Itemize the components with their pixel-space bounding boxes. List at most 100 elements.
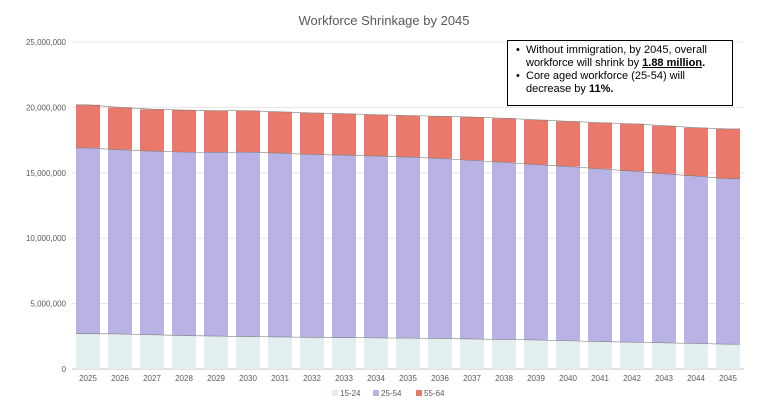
annotation-1-text: Without immigration, by 2045, overall wo…: [526, 44, 707, 69]
bar-25-54-2026: [108, 149, 132, 334]
x-tick-label: 2039: [527, 374, 545, 383]
bar-25-54-2041: [588, 168, 612, 342]
bar-15-24-2026: [108, 333, 132, 369]
trend-line-55-64: [76, 104, 740, 130]
bar-25-54-2042: [620, 171, 644, 343]
bar-15-24-2036: [428, 338, 452, 369]
bar-25-54-2037: [460, 160, 484, 339]
bar-25-54-2044: [684, 176, 708, 344]
bar-55-64-2031: [268, 111, 292, 154]
bullet-marker: •: [516, 44, 520, 56]
x-tick-label: 2037: [463, 374, 481, 383]
annotation-1-emphasis: 1.88 million: [642, 57, 703, 69]
bar-25-54-2040: [556, 166, 580, 341]
bar-25-54-2029: [204, 152, 228, 337]
legend-swatch-55-64: [416, 390, 422, 396]
annotation-2-text: Core aged workforce (25-54) will decreas…: [526, 70, 685, 95]
trend-lines: [76, 104, 740, 345]
annotation-1-end: .: [702, 57, 706, 69]
y-tick-label: 25,000,000: [26, 38, 67, 47]
x-tick-label: 2035: [399, 374, 417, 383]
trend-line-25-54: [76, 147, 740, 179]
x-tick-label: 2042: [623, 374, 641, 383]
bar-55-64-2034: [364, 114, 388, 157]
bar-15-24-2031: [268, 336, 292, 369]
bar-15-24-2030: [236, 336, 260, 369]
bar-25-54-2038: [492, 162, 516, 340]
legend-label-15-24: 15-24: [340, 389, 361, 398]
bar-15-24-2043: [652, 342, 676, 369]
x-tick-label: 2036: [431, 374, 449, 383]
annotation-bullet-1: • Without immigration, by 2045, overall …: [516, 44, 726, 70]
x-tick-label: 2032: [303, 374, 321, 383]
bar-25-54-2039: [524, 164, 548, 340]
bar-55-64-2032: [300, 112, 324, 155]
bar-15-24-2027: [140, 334, 164, 369]
bar-25-54-2034: [364, 156, 388, 338]
trend-line-15-24: [76, 333, 740, 345]
bars: [76, 104, 740, 369]
bar-25-54-2045: [716, 178, 740, 345]
bar-55-64-2038: [492, 118, 516, 163]
legend-swatch-25-54: [373, 390, 379, 396]
legend: 15-24 25-54 55-64: [332, 389, 445, 398]
y-tick-label: 10,000,000: [26, 234, 67, 243]
x-tick-label: 2040: [559, 374, 577, 383]
bar-25-54-2035: [396, 157, 420, 339]
bar-55-64-2045: [716, 128, 740, 179]
bar-15-24-2025: [76, 333, 100, 369]
bar-55-64-2037: [460, 117, 484, 161]
bar-55-64-2043: [652, 125, 676, 174]
bullet-marker: •: [516, 70, 520, 82]
bar-15-24-2040: [556, 340, 580, 369]
bar-55-64-2044: [684, 127, 708, 177]
legend-label-55-64: 55-64: [424, 389, 445, 398]
bar-25-54-2025: [76, 147, 100, 334]
annotation-2-emphasis: 11%.: [588, 83, 614, 95]
x-tick-label: 2045: [719, 374, 737, 383]
x-tick-label: 2025: [79, 374, 97, 383]
bar-25-54-2043: [652, 173, 676, 343]
chart-title: Workforce Shrinkage by 2045: [298, 13, 469, 28]
legend-swatch-15-24: [332, 390, 338, 396]
bar-15-24-2039: [524, 339, 548, 369]
x-tick-label: 2030: [239, 374, 257, 383]
bar-55-64-2025: [76, 104, 100, 148]
bar-15-24-2041: [588, 341, 612, 369]
bar-15-24-2042: [620, 342, 644, 369]
annotation-bullet-2: • Core aged workforce (25-54) will decre…: [516, 70, 726, 96]
bar-55-64-2033: [332, 113, 356, 156]
y-tick-label: 5,000,000: [30, 300, 66, 309]
y-tick-label: 15,000,000: [26, 169, 67, 178]
x-tick-label: 2031: [271, 374, 289, 383]
bar-55-64-2026: [108, 107, 132, 150]
bar-25-54-2036: [428, 158, 452, 339]
annotation-box: • Without immigration, by 2045, overall …: [507, 40, 733, 106]
bar-15-24-2045: [716, 344, 740, 369]
bar-25-54-2027: [140, 151, 164, 335]
bar-15-24-2029: [204, 336, 228, 369]
bar-55-64-2035: [396, 115, 420, 158]
bar-15-24-2034: [364, 337, 388, 369]
bar-15-24-2044: [684, 343, 708, 369]
bar-55-64-2029: [204, 110, 228, 153]
x-tick-label: 2033: [335, 374, 353, 383]
bar-55-64-2030: [236, 110, 260, 153]
legend-label-25-54: 25-54: [381, 389, 402, 398]
bar-15-24-2035: [396, 338, 420, 369]
x-tick-label: 2034: [367, 374, 385, 383]
bar-15-24-2033: [332, 337, 356, 369]
x-tick-label: 2028: [175, 374, 193, 383]
x-axis-ticks: 2025 2026 2027 2028 2029 2030 2031 2032 2033 2034…: [79, 374, 737, 383]
bar-55-64-2036: [428, 116, 452, 159]
bar-25-54-2032: [300, 154, 324, 338]
y-axis-ticks: 0 5,000,000 10,000,000 15,000,000 20,000,000…: [26, 38, 67, 374]
bar-15-24-2032: [300, 337, 324, 369]
bar-55-64-2042: [620, 123, 644, 172]
y-tick-label: 20,000,000: [26, 103, 67, 112]
bar-15-24-2028: [172, 335, 196, 369]
bar-55-64-2027: [140, 109, 164, 152]
bar-55-64-2041: [588, 122, 612, 169]
